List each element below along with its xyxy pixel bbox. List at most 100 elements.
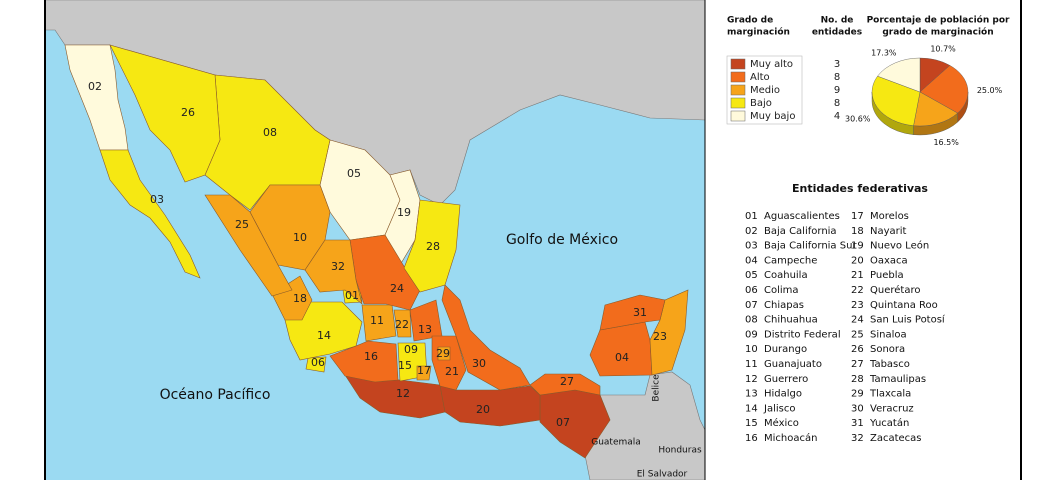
- entity-code: 12: [745, 374, 758, 385]
- state: [305, 356, 327, 373]
- state-label: 07: [556, 416, 570, 429]
- state-label: 27: [560, 375, 574, 388]
- state-label: 13: [418, 323, 432, 336]
- state: [329, 340, 399, 383]
- entity-name: Sinaloa: [870, 329, 907, 340]
- state: [416, 365, 432, 381]
- state-label: 29: [436, 347, 450, 360]
- state-label: 03: [150, 193, 164, 206]
- entity-name: Jalisco: [763, 403, 795, 414]
- state: [361, 304, 397, 342]
- entity-code: 11: [745, 359, 758, 370]
- entity-code: 23: [851, 300, 864, 311]
- entity-code: 08: [745, 315, 758, 326]
- entity-code: 10: [745, 344, 758, 355]
- state-label: 30: [472, 357, 486, 370]
- state-label: 24: [390, 282, 404, 295]
- legend-box: [726, 55, 803, 125]
- entity-name: Hidalgo: [764, 389, 802, 400]
- state-label: 31: [633, 306, 647, 319]
- pie-label: 17.3%: [871, 49, 897, 58]
- country-label: El Salvador: [637, 470, 688, 480]
- pie-slice: [877, 57, 921, 93]
- state-label: 06: [311, 356, 325, 369]
- legend-count: 8: [834, 72, 840, 83]
- state-label: 11: [370, 314, 384, 327]
- state-label: 20: [476, 403, 490, 416]
- entity-code: 31: [851, 418, 864, 429]
- state-label: 26: [181, 106, 195, 119]
- legend-header: Porcentaje de población por: [867, 15, 1010, 26]
- entity-code: 32: [851, 433, 864, 444]
- state: [439, 384, 541, 427]
- pie-slice: [919, 65, 969, 114]
- legend-label: Bajo: [750, 98, 772, 109]
- labels: 01 02 03 04 05 06 07 08 09 10 11 12 13 14 15 16 17 18 19 20…: [88, 15, 1010, 480]
- state-label: 01: [345, 289, 359, 302]
- state-label: 22: [395, 318, 409, 331]
- state: [99, 149, 201, 279]
- entity-name: San Luis Potosí: [870, 314, 946, 326]
- entity-code: 06: [745, 285, 758, 296]
- entity-name: Michoacán: [764, 432, 817, 444]
- entity-name: Oaxaca: [870, 255, 908, 266]
- entity-name: Querétaro: [870, 284, 920, 296]
- entity-code: 20: [851, 255, 864, 266]
- legend-label: Muy bajo: [750, 111, 795, 122]
- entity-name: Tabasco: [869, 359, 910, 370]
- entity-name: Sonora: [870, 344, 905, 355]
- entity-name: México: [764, 417, 799, 429]
- entity-code: 18: [851, 226, 864, 237]
- entity-name: Coahuila: [764, 270, 808, 281]
- entity-code: 01: [745, 211, 758, 222]
- legend-header: Grado de: [727, 16, 773, 26]
- entity-code: 19: [851, 241, 864, 252]
- entity-name: Puebla: [870, 270, 904, 281]
- country-label: Belice: [652, 374, 662, 402]
- state-label: 02: [88, 80, 102, 93]
- entity-code: 15: [745, 418, 758, 429]
- state-label: 10: [293, 231, 307, 244]
- legend-label: Medio: [750, 85, 780, 96]
- entity-code: 26: [851, 344, 864, 355]
- pie-label: 10.7%: [930, 44, 956, 53]
- legend-label: Alto: [750, 72, 770, 83]
- entity-code: 25: [851, 329, 864, 340]
- legend-header: marginación: [727, 27, 790, 38]
- pie-slice: [871, 75, 921, 126]
- entity-name: Tamaulipas: [869, 374, 926, 385]
- entity-name: Quintana Roo: [870, 300, 938, 311]
- state: [304, 239, 363, 305]
- entity-name: Morelos: [870, 211, 909, 222]
- entity-code: 29: [851, 389, 864, 400]
- state-label: 32: [331, 260, 345, 273]
- entity-code: 13: [745, 389, 758, 400]
- state: [437, 346, 451, 361]
- state: [344, 374, 446, 419]
- entity-code: 03: [745, 241, 758, 252]
- entity-code: 21: [851, 270, 864, 281]
- state-label: 16: [364, 350, 378, 363]
- entity-code: 17: [851, 211, 864, 222]
- entity-code: 27: [851, 359, 864, 370]
- state-label: 28: [426, 240, 440, 253]
- entity-name: Colima: [764, 285, 799, 296]
- legend-swatch: [730, 58, 746, 70]
- state-label: 12: [396, 387, 410, 400]
- state-label: 04: [615, 351, 629, 364]
- state: [393, 309, 412, 338]
- sea-label: Golfo de México: [506, 232, 618, 248]
- entity-name: Durango: [764, 344, 807, 355]
- state-label: 09: [404, 343, 418, 356]
- state: [204, 194, 293, 297]
- legend-count: 3: [834, 59, 840, 70]
- legend-count: 9: [834, 85, 840, 96]
- state: [649, 289, 689, 376]
- legend-header: No. de: [821, 16, 854, 26]
- entity-name: Baja California: [764, 226, 837, 237]
- state: [271, 275, 313, 321]
- entity-name: Nayarit: [870, 226, 907, 237]
- entity-name: Aguascalientes: [764, 211, 840, 222]
- state: [384, 169, 421, 266]
